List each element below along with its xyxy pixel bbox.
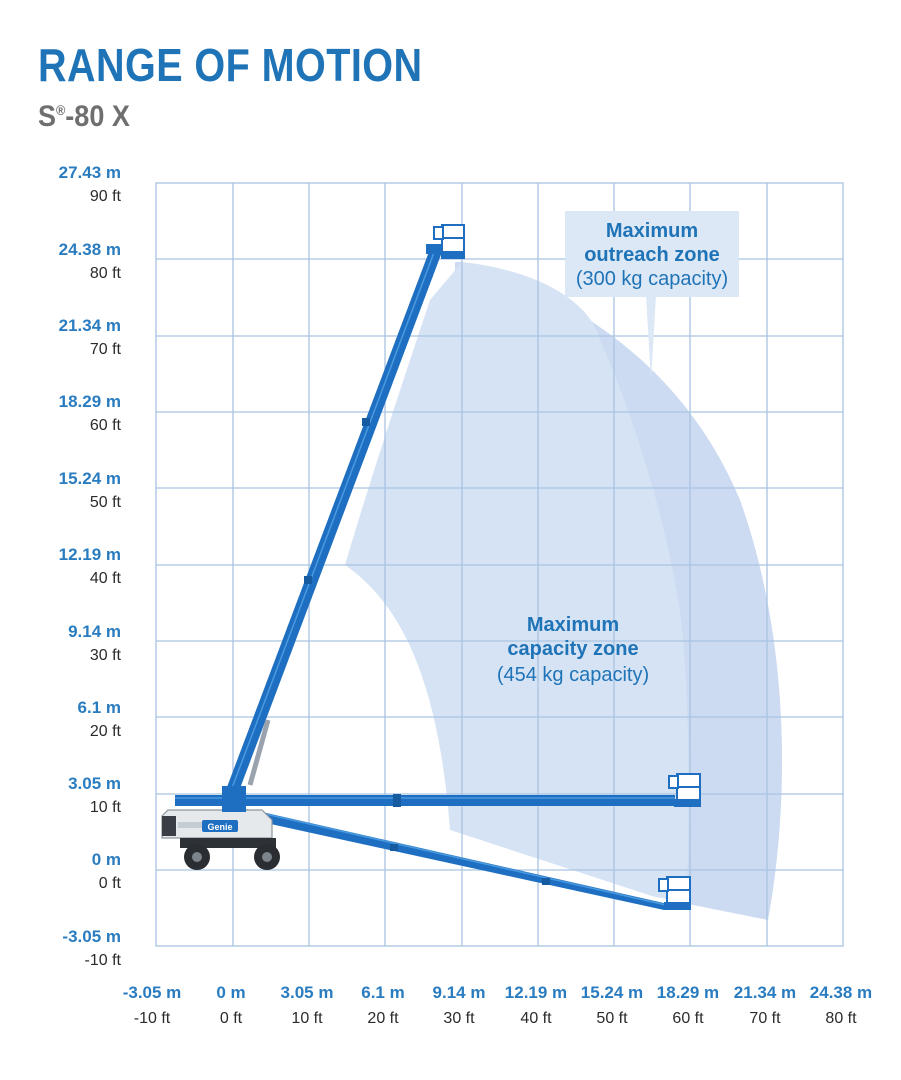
registered-mark: ®	[56, 102, 66, 118]
model-name: S®-80 X	[38, 100, 130, 134]
x-tick-feet: 10 ft	[291, 1010, 323, 1027]
x-tick-metric: 24.38 m	[810, 983, 872, 1002]
boom-low	[240, 808, 668, 910]
page-title: RANGE OF MOTION	[38, 39, 423, 91]
x-tick-feet: 60 ft	[672, 1010, 704, 1027]
y-tick-feet: 0 ft	[99, 875, 122, 892]
y-tick-feet: 80 ft	[90, 265, 122, 282]
outreach-zone-capacity: (300 kg capacity)	[576, 268, 728, 290]
boom-horizontal	[175, 794, 675, 807]
x-tick-feet: 0 ft	[220, 1010, 243, 1027]
x-tick-feet: 40 ft	[520, 1010, 552, 1027]
outreach-zone-title-1: Maximum	[606, 220, 698, 242]
y-tick-metric: 0 m	[92, 850, 121, 869]
y-tick-feet: 90 ft	[90, 188, 122, 205]
y-tick-feet: 60 ft	[90, 417, 122, 434]
y-tick-metric: 9.14 m	[68, 622, 121, 641]
y-tick-metric: 18.29 m	[59, 392, 121, 411]
platform-low	[658, 876, 691, 910]
machine: Genie	[161, 786, 280, 870]
y-tick-metric: -3.05 m	[62, 927, 121, 946]
x-tick-feet: 80 ft	[825, 1010, 857, 1027]
platform-horizontal	[668, 773, 701, 807]
capacity-zone-title-1: Maximum	[527, 614, 619, 636]
capacity-zone	[345, 262, 689, 902]
x-tick-feet: -10 ft	[134, 1010, 171, 1027]
y-tick-feet: 30 ft	[90, 647, 122, 664]
x-tick-metric: 18.29 m	[657, 983, 719, 1002]
x-tick-feet: 20 ft	[367, 1010, 399, 1027]
machine-logo: Genie	[207, 822, 232, 832]
x-tick-metric: 0 m	[216, 983, 245, 1002]
x-tick-metric: 9.14 m	[433, 983, 486, 1002]
model-suffix: -80 X	[65, 100, 130, 133]
outreach-callout: Maximum outreach zone (300 kg capacity)	[565, 211, 739, 380]
y-tick-feet: -10 ft	[85, 952, 122, 969]
y-tick-metric: 24.38 m	[59, 240, 121, 259]
y-tick-metric: 3.05 m	[68, 774, 121, 793]
x-tick-metric: 15.24 m	[581, 983, 643, 1002]
y-tick-feet: 10 ft	[90, 799, 122, 816]
y-tick-feet: 40 ft	[90, 570, 122, 587]
y-tick-metric: 6.1 m	[78, 698, 121, 717]
model-prefix: S	[38, 100, 57, 133]
x-tick-feet: 30 ft	[443, 1010, 475, 1027]
boom-vertical	[224, 244, 444, 799]
y-tick-metric: 27.43 m	[59, 163, 121, 182]
y-axis-labels: 27.43 m 90 ft 24.38 m 80 ft 21.34 m 70 f…	[59, 163, 122, 969]
y-tick-feet: 70 ft	[90, 341, 122, 358]
y-tick-metric: 15.24 m	[59, 469, 121, 488]
y-tick-feet: 50 ft	[90, 494, 122, 511]
x-tick-metric: 21.34 m	[734, 983, 796, 1002]
y-tick-feet: 20 ft	[90, 723, 122, 740]
outreach-zone-title-2: outreach zone	[584, 244, 720, 266]
x-tick-metric: 12.19 m	[505, 983, 567, 1002]
platform-top	[433, 224, 465, 259]
x-tick-metric: -3.05 m	[123, 983, 182, 1002]
capacity-zone-capacity: (454 kg capacity)	[497, 664, 649, 686]
x-tick-feet: 50 ft	[596, 1010, 628, 1027]
capacity-zone-title-2: capacity zone	[507, 638, 638, 660]
y-tick-metric: 21.34 m	[59, 316, 121, 335]
x-tick-metric: 3.05 m	[281, 983, 334, 1002]
x-axis-labels: -3.05 m -10 ft 0 m 0 ft 3.05 m 10 ft 6.1…	[123, 983, 872, 1027]
y-tick-metric: 12.19 m	[59, 545, 121, 564]
grid	[155, 182, 844, 947]
x-tick-feet: 70 ft	[749, 1010, 781, 1027]
x-tick-metric: 6.1 m	[361, 983, 404, 1002]
